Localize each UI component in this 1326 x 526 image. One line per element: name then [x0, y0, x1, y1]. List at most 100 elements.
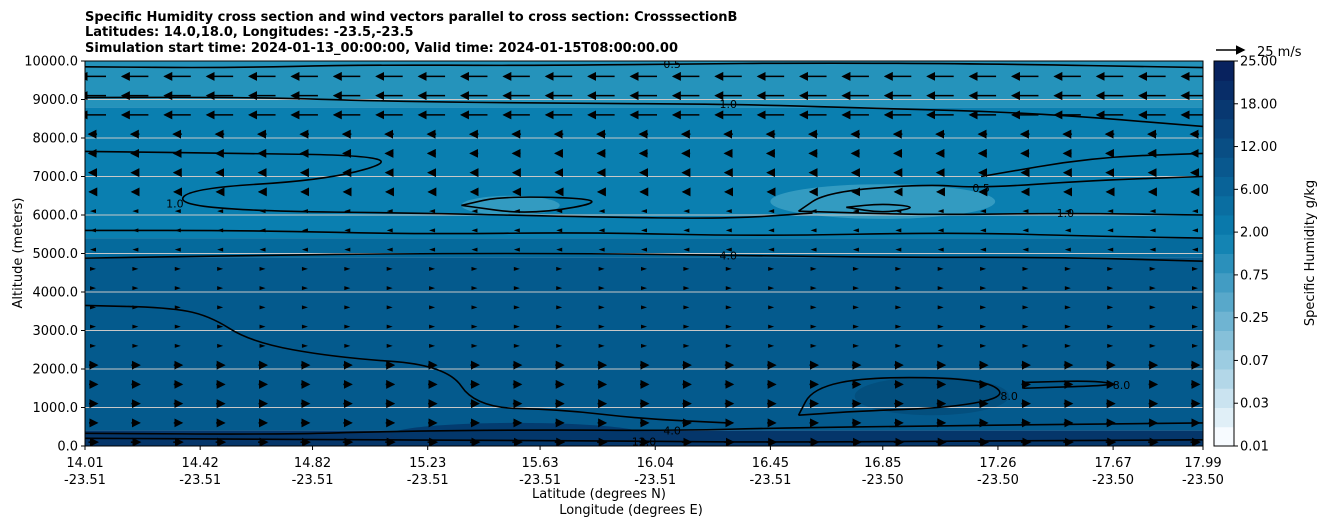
- y-tick-label-7: 7000.0: [33, 170, 79, 185]
- plot-area: 0.5 1.0 1.0 0.5 1.0 4.0 8.0 8.0 4.0 12.0: [85, 58, 1203, 448]
- wind-vector: [471, 247, 478, 252]
- wind-vector: [386, 247, 393, 252]
- wind-vector: [895, 266, 902, 271]
- wind-vector: [598, 305, 605, 310]
- wind-vector: [386, 324, 393, 329]
- colorbar-level-9: [1214, 253, 1234, 274]
- wind-vector: [980, 266, 987, 271]
- colorbar-tick-label-7: 12.00: [1240, 140, 1277, 155]
- x-tick-label-lat-1: 14.42: [182, 456, 219, 471]
- contour-label-14: 12.0: [632, 435, 657, 448]
- wind-vector: [259, 247, 266, 252]
- wind-vector: [429, 247, 436, 252]
- wind-vector: [980, 343, 987, 348]
- colorbar-level-14: [1214, 157, 1234, 177]
- wind-vector: [344, 247, 351, 252]
- wind-vector: [980, 228, 987, 233]
- colorbar-level-4: [1214, 349, 1234, 370]
- wind-vector: [259, 305, 266, 310]
- wind-vector: [1149, 305, 1156, 310]
- wind-vector: [937, 343, 944, 348]
- humidity-band-4: [85, 61, 1203, 108]
- contour-line-4: [798, 210, 1203, 216]
- wind-vector: [301, 305, 308, 310]
- wind-vector: [132, 343, 139, 348]
- wind-vector: [1107, 305, 1114, 310]
- wind-vectors: [85, 71, 1203, 446]
- y-tick-label-3: 3000.0: [33, 324, 79, 339]
- y-axis-label: Altitude (meters): [11, 198, 26, 309]
- wind-vector: [513, 228, 520, 233]
- x-tick-label-lon-8: -23.50: [977, 473, 1019, 488]
- contour-line-6: [461, 196, 593, 213]
- x-tick-label-lat-10: 17.99: [1184, 456, 1221, 471]
- wind-vector: [1149, 209, 1156, 214]
- wind-vector: [1149, 247, 1156, 252]
- contour-line-5: [980, 152, 1203, 178]
- colorbar-tick-label-3: 0.25: [1240, 311, 1269, 326]
- wind-vector: [980, 305, 987, 310]
- wind-vector: [301, 286, 308, 291]
- wind-vector: [1022, 247, 1029, 252]
- y-tick-label-10: 10000.0: [24, 55, 78, 70]
- wind-vector: [344, 305, 351, 310]
- wind-vector: [513, 324, 520, 329]
- wind-vector: [937, 286, 944, 291]
- wind-vector: [1022, 324, 1029, 329]
- colorbar-label: Specific Humidity g/kg: [1303, 180, 1318, 326]
- colorbar-level-11: [1214, 215, 1234, 235]
- contour-label-13: 4.0: [663, 425, 681, 438]
- wind-vector: [768, 305, 775, 310]
- contour-line-1: [85, 96, 1203, 128]
- wind-vector: [725, 228, 732, 233]
- wind-vector: [768, 286, 775, 291]
- wind-vector: [174, 286, 181, 291]
- quiver-key-label: 25 m/s: [1257, 45, 1302, 60]
- wind-vector: [217, 209, 224, 214]
- x-axis-label-2: Longitude (degrees E): [559, 503, 703, 518]
- humidity-band-2: [85, 238, 1203, 258]
- x-tick-label-lat-4: 15.63: [521, 456, 558, 471]
- wind-vector: [259, 324, 266, 329]
- x-tick-label-lon-5: -23.51: [634, 473, 676, 488]
- y-tick-label-6: 6000.0: [33, 209, 79, 224]
- wind-vector: [598, 343, 605, 348]
- wind-vector: [895, 286, 902, 291]
- colorbar-tick-label-2: 0.07: [1240, 354, 1269, 369]
- contour-label-12: 8.0: [1113, 379, 1131, 392]
- wind-vector: [132, 209, 139, 214]
- wind-vector: [810, 266, 817, 271]
- wind-vector: [429, 286, 436, 291]
- wind-vector: [1107, 266, 1114, 271]
- wind-vector: [768, 247, 775, 252]
- contour-line-9: [85, 252, 1203, 262]
- wind-vector: [1064, 343, 1071, 348]
- colorbar-level-13: [1214, 176, 1234, 197]
- colorbar-level-2: [1214, 388, 1234, 408]
- wind-vector: [683, 247, 690, 252]
- y-tick-label-4: 4000.0: [33, 286, 79, 301]
- wind-vector: [556, 305, 563, 310]
- humidity-band-1: [85, 257, 1203, 431]
- wind-vector: [852, 228, 859, 233]
- y-axis-ticks: 0.0 1000.0 2000.0 3000.0 4000.0 5000.0 6000.0 7…: [24, 55, 85, 455]
- contour-lines: 0.5 1.0 1.0 0.5 1.0 4.0 8.0 8.0 4.0 12.0: [85, 58, 1203, 448]
- contour-line-13: [85, 422, 1203, 435]
- wind-vector: [683, 324, 690, 329]
- y-tick-label-2: 2000.0: [33, 363, 79, 378]
- wind-vector: [174, 305, 181, 310]
- wind-vector: [344, 286, 351, 291]
- wind-vector: [471, 209, 478, 214]
- contour-line-12: [1023, 380, 1112, 390]
- wind-vector: [471, 266, 478, 271]
- colorbar-ticks: 0.01 0.03 0.07 0.25 0.75 2.00 6.00 12.00 18.00 25…: [1234, 55, 1277, 455]
- colorbar-level-12: [1214, 195, 1234, 216]
- x-tick-label-lon-0: -23.51: [64, 473, 106, 488]
- wind-vector: [683, 305, 690, 310]
- wind-vector: [980, 286, 987, 291]
- wind-vector: [852, 343, 859, 348]
- wind-vector: [344, 266, 351, 271]
- wind-vector: [471, 305, 478, 310]
- contour-label-0: 0.5: [663, 58, 681, 71]
